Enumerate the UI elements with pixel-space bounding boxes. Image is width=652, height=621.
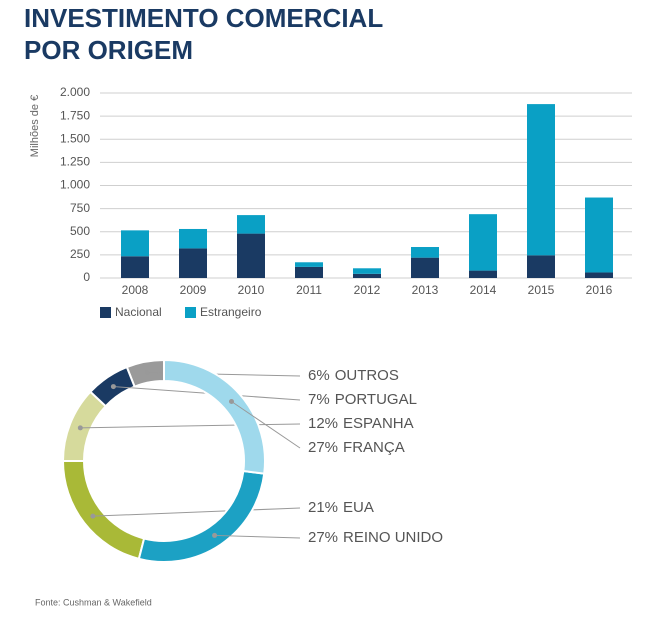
- leader-dot: [110, 384, 116, 390]
- x-tick-label: 2010: [238, 283, 265, 297]
- bar-segment: [179, 228, 207, 249]
- bar-segment: [295, 262, 323, 267]
- segment-label: 12% ESPANHA: [308, 415, 414, 432]
- bar-segment: [411, 247, 439, 258]
- category-label: EUA: [343, 499, 374, 516]
- legend-label: Estrangeiro: [200, 305, 262, 319]
- segment-label: 27% REINO UNIDO: [308, 529, 443, 546]
- bar-segment: [121, 230, 149, 257]
- value-label: 12%: [308, 415, 338, 432]
- x-tick-label: 2013: [412, 283, 439, 297]
- bar-segment: [527, 255, 555, 278]
- y-tick-label: 250: [70, 247, 90, 261]
- y-tick-label: 2.000: [60, 85, 90, 99]
- y-tick-label: 1.000: [60, 178, 90, 192]
- bar-segment: [121, 256, 149, 278]
- leader-dot: [90, 513, 96, 519]
- category-label: PORTUGAL: [335, 391, 417, 408]
- value-label: 21%: [308, 499, 338, 516]
- x-tick-label: 2014: [470, 283, 497, 297]
- leader-dot: [77, 425, 83, 431]
- legend-label: Nacional: [115, 305, 162, 319]
- leader-line: [92, 507, 301, 517]
- segment-label: 27% FRANÇA: [308, 439, 405, 456]
- bar-segment: [527, 104, 555, 256]
- bar-segment: [469, 270, 497, 278]
- leader-dot: [229, 398, 235, 404]
- donut-segment: [137, 469, 266, 563]
- leader-line: [80, 423, 301, 429]
- segment-label: 7% PORTUGAL: [308, 391, 417, 408]
- segment-label: 6% OUTROS: [308, 367, 399, 384]
- category-label: OUTROS: [335, 367, 399, 384]
- y-tick-label: 500: [70, 224, 90, 238]
- leader-dot: [144, 370, 150, 376]
- bar-segment: [353, 273, 381, 278]
- source: Fonte: Cushman & Wakefield: [35, 597, 152, 607]
- title-line: POR ORIGEM: [24, 35, 193, 65]
- donut-segment: [163, 358, 266, 475]
- bar-segment: [179, 248, 207, 278]
- value-label: 7%: [308, 391, 330, 408]
- leader-line: [231, 401, 301, 449]
- bar-segment: [585, 272, 613, 278]
- value-label: 27%: [308, 529, 338, 546]
- bar-segment: [585, 197, 613, 273]
- donut-segment: [61, 460, 146, 561]
- y-tick-label: 750: [70, 201, 90, 215]
- bar-segment: [237, 215, 265, 234]
- bar-segment: [353, 268, 381, 274]
- legend-swatch: [185, 307, 196, 318]
- x-tick-label: 2011: [296, 283, 322, 297]
- x-tick-label: 2012: [354, 283, 381, 297]
- category-label: ESPANHA: [343, 415, 414, 432]
- title-line: INVESTIMENTO COMERCIAL: [24, 3, 383, 33]
- x-tick-label: 2016: [586, 283, 613, 297]
- y-tick-label: 0: [83, 270, 90, 284]
- leader-dot: [212, 532, 218, 538]
- bar-segment: [469, 214, 497, 271]
- leader-line: [214, 534, 301, 539]
- category-label: FRANÇA: [343, 439, 405, 456]
- bar-segment: [411, 257, 439, 278]
- x-tick-label: 2009: [180, 283, 207, 297]
- value-label: 27%: [308, 439, 338, 456]
- bar-segment: [295, 266, 323, 278]
- category-label: REINO UNIDO: [343, 529, 443, 546]
- y-tick-label: 1.500: [60, 131, 90, 145]
- donut-segment: [61, 390, 108, 462]
- bar-segment: [237, 233, 265, 278]
- y-tick-label: 1.250: [60, 155, 90, 169]
- y-axis-label: Milhões de €: [29, 95, 41, 157]
- x-tick-label: 2008: [122, 283, 149, 297]
- legend-swatch: [100, 307, 111, 318]
- x-tick-label: 2015: [528, 283, 555, 297]
- y-tick-label: 1.750: [60, 108, 90, 122]
- value-label: 6%: [308, 367, 330, 384]
- segment-label: 21% EUA: [308, 499, 374, 516]
